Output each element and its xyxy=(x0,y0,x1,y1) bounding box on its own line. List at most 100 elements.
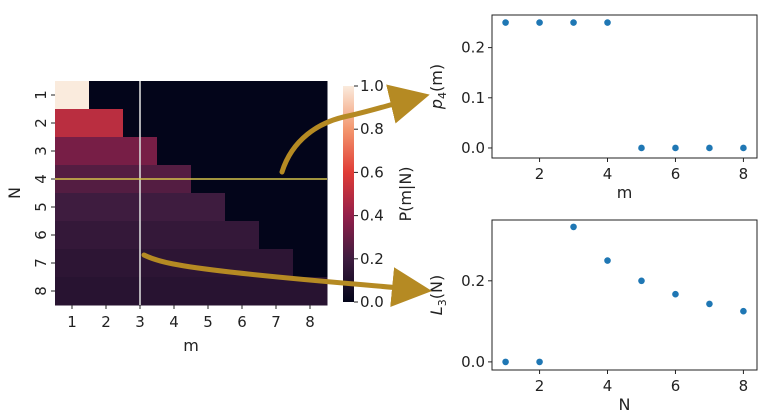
p4-point xyxy=(706,144,713,152)
arrow-row-to-p4 xyxy=(279,84,430,175)
colorbar-label: P(m|N) xyxy=(396,166,415,221)
heatmap-cell xyxy=(225,137,260,166)
arrow-col-to-l3 xyxy=(141,252,432,308)
l3-point xyxy=(536,358,543,366)
p4-y-axis-label: p4(m) xyxy=(427,64,449,110)
heatmap-cell xyxy=(191,277,226,306)
heatmap-cell xyxy=(293,221,328,250)
l3-x-tick-label: 8 xyxy=(739,377,749,395)
heatmap-y-tick-label: 5 xyxy=(32,202,50,212)
l3-x-axis-label: N xyxy=(619,395,631,414)
heatmap-y-tick-label: 7 xyxy=(32,258,50,268)
scatter-panel-p4: 2 4 6 8 0.0 0.1 0.2 m p4(m) xyxy=(427,14,758,202)
heatmap-x-tick-label: 7 xyxy=(271,313,281,331)
heatmap-x-tick-label: 1 xyxy=(67,313,77,331)
colorbar-tick-label: 1.0 xyxy=(360,77,384,95)
heatmap-cell xyxy=(191,193,226,222)
p4-point xyxy=(570,19,577,26)
l3-point xyxy=(706,300,713,308)
heatmap-cell xyxy=(293,81,328,110)
heatmap-x-axis-label: m xyxy=(183,336,199,355)
l3-point xyxy=(604,257,611,264)
p4-y-tick-label: 0.1 xyxy=(461,89,485,107)
heatmap-cell xyxy=(55,277,90,306)
p4-x-axis-label: m xyxy=(617,183,633,202)
heatmap-cell xyxy=(293,249,328,278)
heatmap-cell xyxy=(157,193,192,222)
l3-x-tick-label: 6 xyxy=(671,377,681,395)
colorbar-tick-label: 0.0 xyxy=(360,293,384,311)
heatmap-cell xyxy=(55,193,90,222)
heatmap-cell xyxy=(191,137,226,166)
l3-point xyxy=(672,290,679,298)
p4-axes-frame xyxy=(491,14,758,159)
heatmap-cell xyxy=(259,81,294,110)
p4-x-tick-label: 6 xyxy=(671,165,681,183)
heatmap-y-tick-label: 1 xyxy=(32,90,50,100)
p4-point xyxy=(502,19,509,26)
p4-y-tick-label: 0.2 xyxy=(461,39,485,57)
heatmap-cell xyxy=(259,277,294,306)
heatmap-x-tick-label: 8 xyxy=(305,313,315,331)
heatmap-y-tick-label: 2 xyxy=(32,118,50,128)
heatmap-cell xyxy=(157,137,192,166)
l3-axes-frame xyxy=(491,219,758,371)
l3-x-tick-label: 4 xyxy=(603,377,613,395)
colorbar-gradient xyxy=(343,86,354,302)
heatmap-cell xyxy=(89,137,124,166)
p4-point xyxy=(740,144,747,152)
heatmap-y-tick-label: 8 xyxy=(32,286,50,296)
heatmap-x-tick-label: 3 xyxy=(135,313,145,331)
heatmap-cell xyxy=(225,81,260,110)
heatmap-y-tick-label: 4 xyxy=(32,174,50,184)
heatmap-cell xyxy=(55,109,90,138)
p4-x-tick-label: 8 xyxy=(739,165,749,183)
heatmap-cell xyxy=(259,249,294,278)
heatmap-cell xyxy=(225,221,260,250)
heatmap-cell xyxy=(225,109,260,138)
heatmap-cell xyxy=(157,221,192,250)
heatmap-cell xyxy=(89,193,124,222)
heatmap-x-tick-label: 4 xyxy=(169,313,179,331)
heatmap-y-tick-label: 6 xyxy=(32,230,50,240)
heatmap-cell xyxy=(293,193,328,222)
heatmap-x-tick-label: 5 xyxy=(203,313,213,331)
heatmap-cell xyxy=(55,249,90,278)
heatmap-cell xyxy=(89,249,124,278)
heatmap-cell xyxy=(89,109,124,138)
heatmap-cell xyxy=(225,277,260,306)
l3-point xyxy=(570,223,577,231)
heatmap-cell xyxy=(191,221,226,250)
l3-point xyxy=(638,277,645,285)
p4-x-tick-label: 2 xyxy=(535,165,545,183)
l3-y-axis-label: L3(N) xyxy=(427,275,449,315)
l3-y-tick-label: 0.2 xyxy=(461,272,485,290)
p4-point xyxy=(536,19,543,26)
heatmap-cell xyxy=(259,109,294,138)
colorbar-tick-label: 0.6 xyxy=(360,163,384,181)
heatmap-cell xyxy=(55,81,90,110)
p4-y-tick-label: 0.0 xyxy=(461,139,485,157)
l3-x-tick-label: 2 xyxy=(535,377,545,395)
heatmap-cell xyxy=(89,81,124,110)
l3-point xyxy=(502,358,509,366)
heatmap-cell xyxy=(89,221,124,250)
heatmap-cell xyxy=(191,109,226,138)
heatmap-cell xyxy=(259,193,294,222)
heatmap-y-tick-label: 3 xyxy=(32,146,50,156)
l3-y-tick-label: 0.0 xyxy=(461,353,485,371)
colorbar-tick-label: 0.4 xyxy=(360,207,384,225)
heatmap-cell xyxy=(55,137,90,166)
heatmap-cell xyxy=(225,193,260,222)
annotation-arrows xyxy=(141,84,432,308)
colorbar: 0.0 0.2 0.4 0.6 0.8 1.0 P(m|N) xyxy=(343,77,415,311)
p4-x-tick-label: 4 xyxy=(603,165,613,183)
p4-point xyxy=(638,144,645,152)
heatmap-x-tick-label: 2 xyxy=(101,313,111,331)
l3-point xyxy=(740,307,747,315)
heatmap-cell xyxy=(157,109,192,138)
p4-point xyxy=(604,19,611,26)
colorbar-tick-label: 0.8 xyxy=(360,120,384,138)
heatmap-cell xyxy=(157,277,192,306)
